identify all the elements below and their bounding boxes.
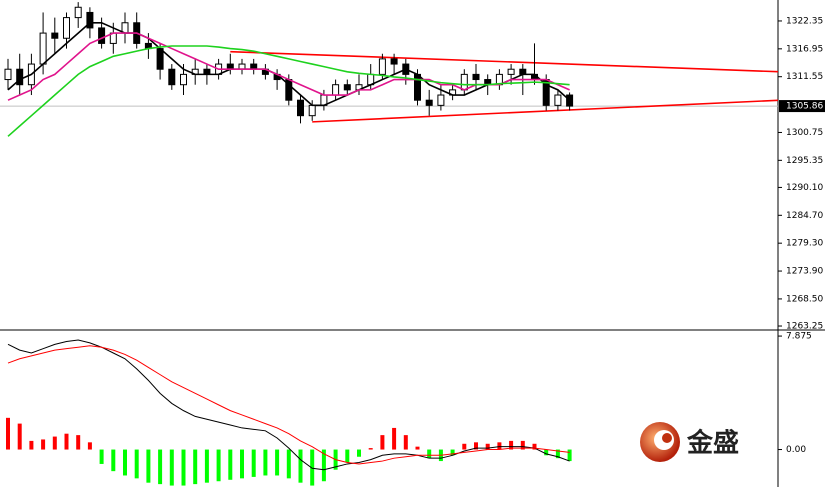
candle-body bbox=[297, 99, 304, 117]
histogram-bar bbox=[41, 439, 46, 450]
histogram-bar bbox=[87, 442, 92, 450]
histogram-bar bbox=[52, 436, 57, 450]
y-tick-label: 0.00 bbox=[786, 445, 806, 455]
candle-body bbox=[332, 84, 340, 96]
y-tick-label: 1290.10 bbox=[786, 183, 823, 193]
candle-body bbox=[390, 58, 398, 65]
histogram-bar bbox=[17, 423, 22, 450]
candle-body bbox=[425, 99, 433, 106]
histogram-bar bbox=[520, 440, 525, 450]
candle-body bbox=[63, 17, 70, 39]
histogram-bar bbox=[169, 449, 174, 486]
logo-icon bbox=[662, 433, 672, 443]
trendline bbox=[230, 50, 778, 73]
y-tick-label: 1279.30 bbox=[786, 239, 823, 249]
histogram-bar bbox=[544, 449, 549, 456]
candle-body bbox=[414, 73, 421, 101]
histogram-bar bbox=[204, 449, 209, 483]
candle-body bbox=[16, 68, 24, 86]
candle-body bbox=[472, 73, 480, 81]
histogram-bar bbox=[251, 449, 256, 477]
histogram-bar bbox=[64, 433, 69, 450]
candle-body bbox=[378, 58, 386, 75]
histogram-bar bbox=[509, 440, 514, 450]
y-tick-label: 1316.95 bbox=[786, 44, 823, 54]
logo: 金盛 bbox=[640, 422, 739, 462]
y-tick-label: 1268.50 bbox=[786, 294, 823, 304]
candle-body bbox=[180, 73, 187, 86]
moving-average bbox=[7, 21, 571, 107]
histogram-bar bbox=[321, 449, 326, 482]
histogram-bar bbox=[111, 449, 116, 472]
y-tick-label: 7.875 bbox=[786, 332, 812, 342]
histogram-bar bbox=[368, 448, 373, 450]
candle-body bbox=[343, 84, 351, 91]
y-tick-label: 1295.35 bbox=[786, 156, 823, 166]
price-panel bbox=[0, 2, 778, 137]
candle-body bbox=[86, 11, 94, 29]
candle-body bbox=[156, 48, 164, 70]
histogram-bar bbox=[193, 449, 198, 485]
histogram-bar bbox=[345, 449, 350, 463]
candle-body bbox=[4, 68, 12, 81]
candle-body bbox=[460, 73, 468, 91]
last-price-label: 1305.86 bbox=[786, 102, 823, 112]
trendline bbox=[312, 99, 778, 123]
y-tick-label: 1300.75 bbox=[786, 128, 823, 138]
histogram-bar bbox=[99, 449, 104, 464]
last-price-box bbox=[779, 100, 825, 113]
histogram-bar bbox=[380, 435, 385, 450]
histogram-bar bbox=[286, 449, 291, 479]
histogram-bar bbox=[158, 449, 163, 485]
histogram-bar bbox=[474, 442, 478, 450]
y-tick-label: 1311.55 bbox=[786, 72, 823, 82]
candle-body bbox=[39, 32, 47, 65]
histogram-bar bbox=[263, 449, 268, 476]
histogram-bar bbox=[76, 435, 81, 450]
histogram-bar bbox=[403, 435, 408, 450]
y-tick-label: 1273.90 bbox=[786, 267, 823, 277]
histogram-bar bbox=[181, 449, 186, 486]
moving-average bbox=[7, 45, 570, 137]
y-tick-label: 1284.70 bbox=[786, 211, 823, 221]
macd-panel bbox=[6, 339, 572, 486]
histogram-bar bbox=[462, 443, 467, 450]
histogram-bar bbox=[275, 449, 280, 476]
histogram-bar bbox=[485, 443, 490, 450]
histogram-bar bbox=[567, 449, 572, 462]
macd-line bbox=[7, 345, 570, 465]
histogram-bar bbox=[310, 449, 315, 486]
histogram-bar bbox=[146, 449, 151, 483]
histogram-bar bbox=[427, 449, 432, 459]
candle-body bbox=[51, 32, 59, 39]
candle-body bbox=[437, 94, 445, 106]
y-tick-label: 1322.35 bbox=[786, 16, 823, 26]
histogram-bar bbox=[497, 442, 502, 450]
histogram-bar bbox=[357, 449, 361, 457]
histogram-bar bbox=[555, 449, 560, 459]
histogram-bar bbox=[415, 446, 420, 450]
logo-text: 金盛 bbox=[686, 428, 739, 459]
histogram-bar bbox=[298, 449, 303, 483]
histogram-bar bbox=[123, 449, 127, 476]
candle-body bbox=[507, 68, 515, 75]
candle-body bbox=[554, 94, 562, 106]
histogram-bar bbox=[216, 449, 221, 482]
histogram-bar bbox=[532, 443, 537, 450]
y-tick-label: 1263.25 bbox=[786, 322, 823, 332]
histogram-bar bbox=[6, 417, 10, 450]
candle-body bbox=[168, 68, 176, 86]
histogram-bar bbox=[392, 427, 397, 450]
candle-body bbox=[308, 104, 316, 117]
histogram-bar bbox=[240, 449, 244, 479]
candle-body bbox=[566, 94, 574, 107]
candle-body bbox=[98, 27, 106, 44]
candle-body bbox=[74, 6, 82, 19]
histogram-bar bbox=[450, 449, 455, 456]
histogram-bar bbox=[29, 440, 34, 450]
histogram-bar bbox=[134, 449, 139, 479]
histogram-bar bbox=[228, 449, 233, 480]
